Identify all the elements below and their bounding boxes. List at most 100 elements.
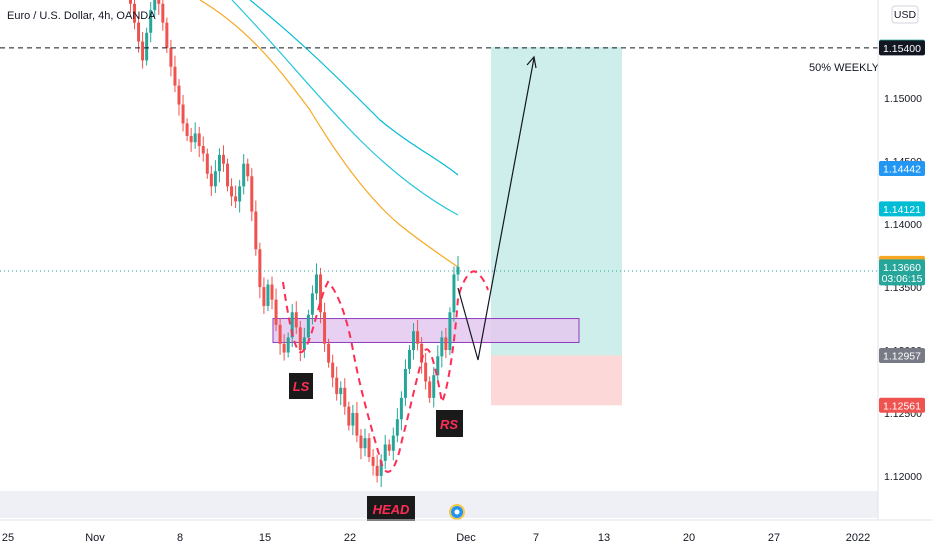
projection-arrowhead (526, 55, 537, 69)
price-tick-label: 1.14000 (884, 219, 922, 231)
candle (242, 154, 246, 195)
candle (416, 320, 420, 351)
candle-body (209, 173, 213, 187)
candle-body (278, 324, 282, 344)
price-tick-label: 1.12000 (884, 471, 922, 483)
candle-body (258, 249, 262, 288)
candle (331, 354, 335, 388)
candle (347, 401, 351, 431)
candle-body (387, 444, 391, 451)
candle-body (314, 274, 318, 294)
candle (282, 334, 286, 361)
candle (234, 185, 238, 208)
candle-body (407, 350, 411, 369)
bottom-band (0, 491, 878, 518)
candle (359, 429, 363, 460)
candle (424, 353, 428, 390)
candle (395, 408, 399, 443)
candle-body (351, 412, 355, 426)
candle (157, 0, 161, 15)
candle-body (270, 284, 274, 300)
price-tag-bg (879, 40, 925, 56)
candle (177, 79, 181, 116)
candle-body (331, 362, 335, 378)
candle (221, 145, 225, 172)
candle-body (197, 133, 201, 147)
price-axis[interactable]: 1.120001.125001.130001.135001.140001.145… (884, 93, 922, 483)
candle (436, 345, 440, 382)
candle (294, 301, 298, 334)
candle-body (363, 438, 367, 449)
candle (290, 304, 294, 348)
candle-body (428, 381, 432, 398)
left-shoulder-label: LS (289, 373, 313, 399)
candle-body (412, 331, 416, 351)
right-shoulder-text: RS (440, 417, 458, 432)
target-zone (491, 47, 622, 356)
time-tick-label: 15 (259, 532, 271, 544)
price-tick-label: 1.15000 (884, 93, 922, 105)
candle-body (193, 133, 197, 143)
candle (153, 0, 157, 17)
currency-button[interactable]: USD (891, 5, 919, 24)
time-tick-label: 7 (533, 532, 539, 544)
candle (298, 320, 302, 362)
projection-path (457, 57, 535, 361)
candle (319, 267, 323, 324)
candle-body (420, 343, 424, 363)
candle (161, 0, 165, 31)
candle-body (339, 387, 343, 395)
candle (335, 366, 339, 401)
time-tick-label: 8 (177, 532, 183, 544)
price-tag-bg (879, 201, 925, 217)
candle (375, 454, 379, 483)
candle (371, 448, 375, 476)
candle-body (306, 314, 310, 338)
candle-body (205, 153, 209, 174)
plot-area (0, 0, 878, 520)
candle (137, 16, 141, 53)
price-tag: 1.15400 (879, 40, 925, 56)
candle (262, 277, 266, 315)
candle-body (319, 274, 323, 313)
candle-body (133, 3, 137, 23)
candle (165, 17, 169, 53)
candle-body (286, 337, 290, 353)
candle-body (403, 368, 407, 398)
head-label: HEAD (367, 496, 415, 521)
candle (141, 31, 145, 69)
head-text: HEAD (373, 502, 410, 517)
candle (286, 332, 290, 358)
candle-body (375, 465, 379, 476)
candle (412, 323, 416, 360)
time-tick-label: 22 (344, 532, 356, 544)
candle-body (230, 186, 234, 197)
countdown-timer: 03:06:15 (882, 273, 923, 285)
moving-average-teal (249, 0, 459, 176)
candle-body (201, 146, 205, 154)
moving-average-orange (199, 0, 459, 268)
candle-body (298, 327, 302, 351)
candle-body (149, 10, 153, 33)
candle-body (238, 186, 242, 202)
time-axis[interactable]: 25 Nov 8 15 22 Dec 7 13 20 27 2022 (2, 532, 870, 544)
candle-body (395, 419, 399, 436)
candle (217, 148, 221, 183)
right-shoulder-label: RS (436, 410, 463, 437)
candle (128, 0, 132, 14)
candle-body (294, 312, 298, 328)
candle-body (161, 3, 165, 23)
chart-title: Euro / U.S. Dollar, 4h, OANDA (7, 10, 156, 22)
candle (209, 165, 213, 196)
candle (327, 338, 331, 368)
candle (383, 434, 387, 469)
candle-body (128, 0, 132, 4)
event-marker-icon[interactable] (449, 504, 465, 520)
head-label-bg (367, 496, 415, 521)
candle (270, 276, 274, 310)
time-tick-label: 25 (2, 532, 14, 544)
candle-body (254, 211, 258, 250)
candle (407, 344, 411, 374)
candle-body (456, 266, 460, 275)
